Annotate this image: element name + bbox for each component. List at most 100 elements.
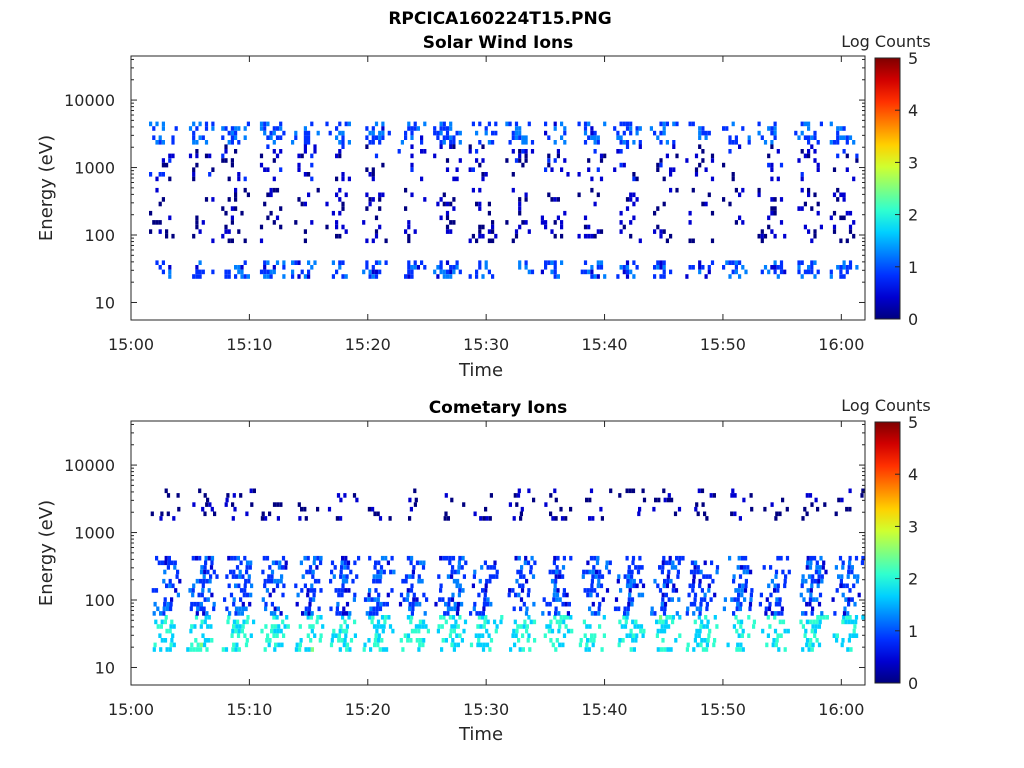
heatmap-cell [776,265,780,270]
heatmap-cell [403,633,407,638]
heatmap-cell [243,176,247,182]
heatmap-cells [150,488,865,652]
heatmap-cell [778,601,782,607]
heatmap-cell [832,224,837,230]
heatmap-cell [234,583,238,589]
heatmap-cell [365,265,369,270]
heatmap-cell [203,511,207,517]
heatmap-cell [273,624,278,629]
heatmap-cell [861,615,865,620]
heatmap-cell [413,265,417,270]
heatmap-cell [741,187,745,193]
heatmap-cell [374,135,379,140]
heatmap-cell [327,506,332,512]
heatmap-cell [478,233,482,239]
heatmap-cell [452,647,456,652]
heatmap-cell [488,574,492,579]
heatmap-cell [310,628,314,634]
heatmap-cell [282,274,286,279]
heatmap-cell [590,578,594,584]
heatmap-cell [757,130,761,136]
heatmap-cell [742,569,746,575]
heatmap-cell [673,511,678,517]
heatmap-cell [303,555,307,561]
heatmap-cell [338,611,342,616]
heatmap-cell [519,569,523,575]
y-tick-label: 10000 [64,91,115,110]
heatmap-cell [412,565,416,570]
heatmap-cell [585,642,589,648]
heatmap-cell [224,126,228,131]
heatmap-cell [627,569,631,575]
heatmap-cell [329,642,334,648]
heatmap-cell [479,642,483,648]
heatmap-cell [378,647,382,652]
heatmap-cell [198,260,202,265]
heatmap-cell [304,647,308,652]
heatmap-cell [776,176,780,182]
heatmap-cell [848,633,852,638]
heatmap-cell [748,606,752,612]
heatmap-cell [158,265,162,270]
heatmap-cell [738,583,742,589]
heatmap-cell [442,201,446,207]
heatmap-cell [161,260,165,265]
heatmap-cell [243,633,247,638]
heatmap-cell [544,224,548,230]
heatmap-cell [192,647,196,652]
heatmap-cell [335,606,339,612]
heatmap-cell [811,642,815,648]
heatmap-cell [786,628,790,634]
heatmap-cell [740,592,744,598]
heatmap-cell [374,633,378,638]
heatmap-cell [590,274,594,279]
heatmap-cell [317,578,321,584]
heatmap-cell [653,210,657,216]
heatmap-cell [192,274,196,279]
heatmap-cell [562,592,566,598]
heatmap-cell [561,565,566,570]
heatmap-cell [165,628,169,634]
heatmap-cell [548,569,552,575]
heatmap-cell [272,633,276,638]
heatmap-cell [555,619,559,625]
heatmap-cell [598,624,602,629]
heatmap-cell [384,260,388,265]
heatmap-cell [722,265,726,270]
heatmap-cell [741,126,745,131]
heatmap-cell [190,642,194,648]
heatmap-cell [408,601,412,607]
heatmap-cell [310,153,314,159]
heatmap-cell [518,210,522,216]
heatmap-cell [556,149,560,154]
heatmap-cell [518,130,522,136]
heatmap-cell [277,565,281,570]
heatmap-cell [397,149,401,154]
heatmap-cell [597,578,601,584]
heatmap-cell [770,611,774,616]
heatmap-cell [308,565,313,570]
heatmap-cell [530,140,535,145]
heatmap-cell [659,229,663,234]
heatmap-cell [485,642,490,648]
heatmap-cell [207,638,211,643]
heatmap-cell [639,624,644,629]
heatmap-cell [421,642,425,648]
heatmap-cell [691,187,695,193]
heatmap-cell [410,269,414,275]
heatmap-cell [558,597,562,602]
heatmap-cell [559,615,563,620]
heatmap-cell [692,574,696,579]
heatmap-cell [767,606,772,612]
heatmap-cell [325,201,329,207]
heatmap-cell [665,121,669,127]
heatmap-cell [848,265,853,270]
heatmap-cell [265,555,270,561]
heatmap-cell [266,578,270,584]
heatmap-cell [337,588,341,593]
heatmap-cell [526,638,530,643]
heatmap-cell [224,647,229,652]
heatmap-cell [446,606,450,612]
heatmap-cell [699,624,703,629]
heatmap-cell [688,265,692,270]
